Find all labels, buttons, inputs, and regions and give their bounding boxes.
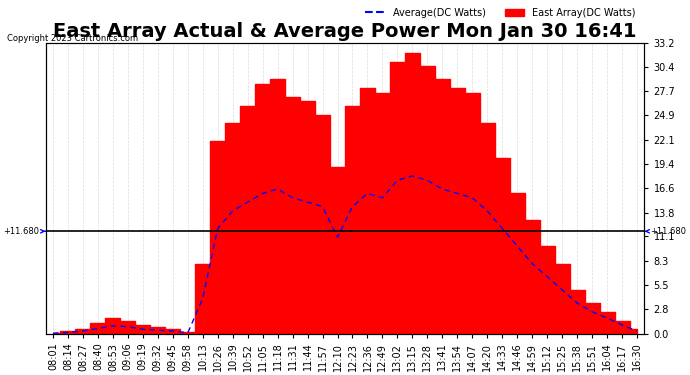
Text: Copyright 2023 Cartronics.com: Copyright 2023 Cartronics.com (7, 34, 138, 43)
Legend: Average(DC Watts), East Array(DC Watts): Average(DC Watts), East Array(DC Watts) (362, 4, 640, 22)
Title: East Array Actual & Average Power Mon Jan 30 16:41: East Array Actual & Average Power Mon Ja… (53, 22, 637, 41)
Text: +11.680: +11.680 (3, 227, 45, 236)
Text: +11.680: +11.680 (645, 227, 687, 236)
